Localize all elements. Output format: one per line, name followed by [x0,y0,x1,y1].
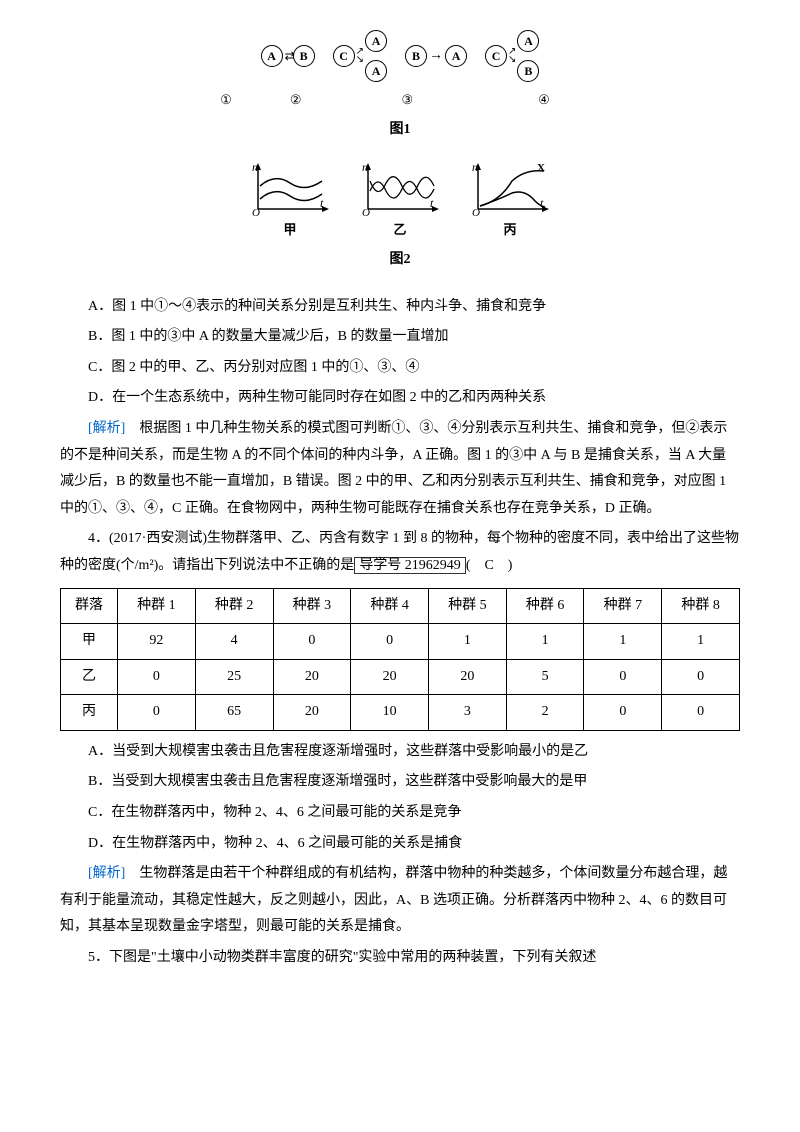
q4-answer: ( C ) [466,558,513,573]
circle-1: ① [220,88,232,113]
branching-icon: ↗↘ [508,48,516,64]
option-b: B．图 1 中的③中 A 的数量大量减少后，B 的数量一直增加 [60,324,740,351]
chart-yi-label: 乙 [360,218,440,243]
q4-option-d: D．在生物群落丙中，物种 2、4、6 之间最可能的关系是捕食 [60,831,740,858]
diagram-3: B → A [405,43,467,70]
question-5: 5．下图是"土壤中小动物类群丰富度的研究"实验中常用的两种装置，下列有关叙述 [60,945,740,972]
analysis-4-text: 生物群落是由若干个种群组成的有机结构，群落中物种的种类越多，个体间数量分布越合理… [60,866,727,934]
th-7: 种群 7 [584,588,662,624]
analysis-3-text: 根据图 1 中几种生物关系的模式图可判断①、③、④分别表示互利共生、捕食和竞争，… [60,421,727,516]
option-a: A．图 1 中①～④表示的种间关系分别是互利共生、种内斗争、捕食和竞争 [60,294,740,321]
th-8: 种群 8 [662,588,740,624]
circle-2: ② [290,88,302,113]
node-C: C [485,45,507,67]
analysis-label: [解析] [88,866,125,881]
analysis-3: [解析] 根据图 1 中几种生物关系的模式图可判断①、③、④分别表示互利共生、捕… [60,416,740,522]
analysis-4: [解析] 生物群落是由若干个种群组成的有机结构，群落中物种的种类越多，个体间数量… [60,861,740,941]
figure-1-container: A ⇄ B C ↗↘ A A B → A C ↗↘ [60,30,740,274]
node-A: A [445,45,467,67]
node-C: C [333,45,355,67]
q4-option-b: B．当受到大规模害虫袭击且危害程度逐渐增强时，这些群落中受影响最大的是甲 [60,769,740,796]
table-row: 甲924001111 [61,624,740,660]
circle-3: ③ [402,88,414,113]
figure2-label: 图2 [60,247,740,274]
branching-icon: ↗↘ [356,48,364,64]
chart-jia: n t O 甲 [250,161,330,243]
chart-bing-label: 丙 [470,218,550,243]
figure1-diagrams: A ⇄ B C ↗↘ A A B → A C ↗↘ [60,30,740,82]
q4-code: 导学号 21962949 [354,557,466,574]
figure2-charts: n t O 甲 n [60,161,740,243]
node-B: B [293,45,315,67]
th-5: 种群 5 [429,588,507,624]
option-d: D．在一个生态系统中，两种生物可能同时存在如图 2 中的乙和丙两种关系 [60,385,740,412]
table-row: 丙06520103200 [61,695,740,731]
figure1-label: 图1 [60,117,740,144]
svg-text:O: O [362,207,370,216]
svg-text:O: O [252,207,260,216]
analysis-label: [解析] [88,421,125,436]
th-6: 种群 6 [506,588,584,624]
density-table: 群落 种群 1 种群 2 种群 3 种群 4 种群 5 种群 6 种群 7 种群… [60,588,740,731]
chart-jia-label: 甲 [250,218,330,243]
diagram-2: C ↗↘ A A [333,30,387,82]
node-A-top: A [365,30,387,52]
th-0: 群落 [61,588,118,624]
diagram-1: A ⇄ B [261,45,315,68]
chart-yi: n t O 乙 [360,161,440,243]
chart-bing: n t O X 丙 [470,161,550,243]
option-c: C．图 2 中的甲、乙、丙分别对应图 1 中的①、③、④ [60,355,740,382]
th-4: 种群 4 [351,588,429,624]
double-arrow-icon: ⇄ [285,45,291,68]
th-2: 种群 2 [195,588,273,624]
th-3: 种群 3 [273,588,351,624]
table-row: 乙025202020500 [61,659,740,695]
diagram-4: C ↗↘ A B [485,30,539,82]
q4-option-a: A．当受到大规模害虫袭击且危害程度逐渐增强时，这些群落中受影响最小的是乙 [60,739,740,766]
node-A: A [261,45,283,67]
figure1-numbers: ① ② ③ ④ [60,88,740,113]
svg-text:O: O [472,207,480,216]
question-4: 4．(2017·西安测试)生物群落甲、乙、丙含有数字 1 到 8 的物种，每个物… [60,526,740,579]
table-header-row: 群落 种群 1 种群 2 种群 3 种群 4 种群 5 种群 6 种群 7 种群… [61,588,740,624]
node-A-bot: A [365,60,387,82]
q4-option-c: C．在生物群落丙中，物种 2、4、6 之间最可能的关系是竞争 [60,800,740,827]
node-A: A [517,30,539,52]
node-B: B [405,45,427,67]
svg-text:X: X [537,162,545,174]
arrow-right-icon: → [429,43,443,70]
node-B: B [517,60,539,82]
th-1: 种群 1 [118,588,196,624]
circle-4: ④ [538,88,550,113]
